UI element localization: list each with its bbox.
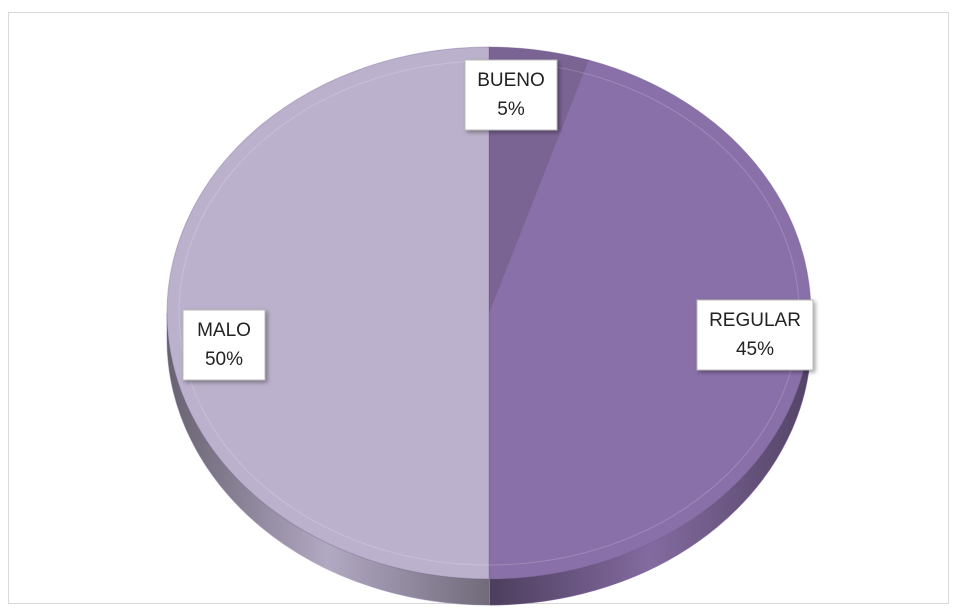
pie-side-shade xyxy=(489,313,811,605)
data-label-box xyxy=(182,309,266,381)
data-label-box xyxy=(464,59,558,131)
data-label-value: 5% xyxy=(497,99,525,120)
pie-slice xyxy=(166,46,490,580)
data-label-name: MALO xyxy=(197,320,251,341)
data-label-box xyxy=(696,299,814,371)
data-label-name: REGULAR xyxy=(709,310,801,331)
data-label-value: 45% xyxy=(736,339,774,360)
data-label-name: BUENO xyxy=(477,70,545,91)
pie-side-shade xyxy=(167,313,489,605)
data-label-value: 50% xyxy=(205,349,243,370)
